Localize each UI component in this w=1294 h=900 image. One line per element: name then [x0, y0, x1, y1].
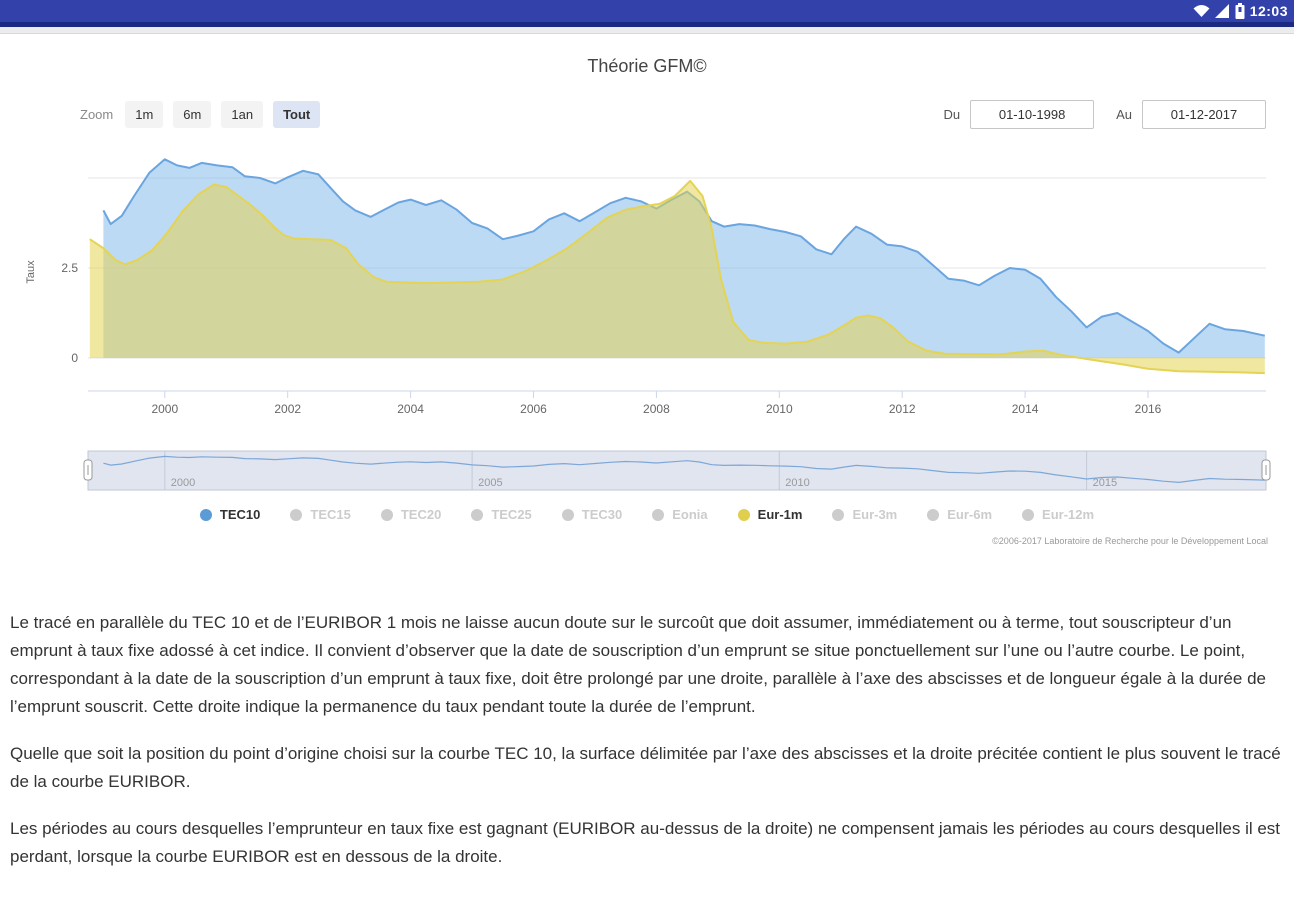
- legend-marker-icon: [737, 508, 750, 521]
- legend-label: Eur-1m: [757, 507, 803, 522]
- zoom-button-1m[interactable]: 1m: [125, 101, 164, 128]
- wifi-icon: [1193, 5, 1210, 17]
- date-to-input[interactable]: [1142, 100, 1266, 129]
- legend-marker-icon: [471, 508, 484, 521]
- legend-label: Eur-6m: [947, 507, 993, 522]
- legend-item-eur-6m[interactable]: Eur-6m: [927, 507, 992, 522]
- legend: TEC10 TEC15 TEC20 TEC25 TEC30 Eonia Eur-1m Eur-…: [0, 507, 1294, 522]
- legend-label: TEC30: [581, 507, 623, 522]
- legend-marker-icon: [199, 508, 212, 521]
- legend-item-eonia[interactable]: Eonia: [652, 507, 708, 522]
- date-from-label: Du: [943, 107, 961, 122]
- status-bar-clock: 12:03: [1249, 3, 1288, 19]
- android-status-bar: 12:03: [0, 0, 1294, 22]
- legend-marker-icon: [832, 508, 845, 521]
- chart-title: Théorie GFM©: [587, 56, 707, 76]
- status-bar-shadow: [0, 22, 1294, 27]
- navigator-tick-label: 2005: [478, 477, 502, 489]
- date-range-controls: Du Au: [943, 100, 1266, 129]
- signal-icon: [1214, 4, 1229, 18]
- legend-item-tec10[interactable]: TEC10: [199, 507, 261, 522]
- legend-label: TEC25: [491, 507, 532, 522]
- legend-marker-icon: [1022, 508, 1035, 521]
- legend-item-eur-12m[interactable]: Eur-12m: [1022, 507, 1094, 522]
- x-tick-label: 2008: [643, 402, 670, 416]
- legend-label: Eonia: [672, 507, 708, 522]
- legend-item-tec30[interactable]: TEC30: [561, 507, 623, 522]
- x-tick-label: 2016: [1135, 402, 1162, 416]
- line-eur-1m: [89, 179, 1265, 375]
- x-tick-label: 2010: [766, 402, 793, 416]
- zoom-controls: Zoom 1m 6m 1an Tout: [80, 101, 330, 128]
- legend-marker-icon: [561, 508, 574, 521]
- legend-marker-icon: [290, 508, 303, 521]
- x-tick-label: 2000: [151, 402, 178, 416]
- x-tick-label: 2012: [889, 402, 916, 416]
- legend-label: Eur-3m: [852, 507, 898, 522]
- y-tick-label: 0: [71, 351, 78, 365]
- legend-item-tec25[interactable]: TEC25: [471, 507, 532, 522]
- explanatory-text: Le tracé en parallèle du TEC 10 et de l’…: [10, 609, 1284, 871]
- legend-marker-icon: [652, 508, 665, 521]
- zoom-button-1an[interactable]: 1an: [221, 101, 264, 128]
- navigator-tick-label: 2015: [1093, 477, 1117, 489]
- chart-credits: ©2006-2017 Laboratoire de Recherche pour…: [992, 536, 1268, 546]
- chart-toolbar: Zoom 1m 6m 1an Tout Du Au: [80, 100, 1266, 129]
- legend-label: TEC10: [219, 507, 261, 522]
- chart-card: Théorie GFM© Zoom 1m 6m 1an Tout Du Au 2000…: [0, 34, 1294, 599]
- navigator-tick-label: 2000: [171, 477, 195, 489]
- zoom-button-tout[interactable]: Tout: [273, 101, 321, 128]
- top-divider: [0, 27, 1294, 34]
- y-tick-label: 2.5: [61, 261, 78, 275]
- navigator-series-line: [103, 455, 1265, 484]
- legend-label: TEC20: [400, 507, 442, 522]
- x-tick-label: 2004: [397, 402, 424, 416]
- zoom-label: Zoom: [80, 107, 114, 122]
- navigator-track[interactable]: [87, 450, 1267, 491]
- zoom-buttons: 1m 6m 1an Tout: [125, 101, 330, 128]
- legend-item-eur-3m[interactable]: Eur-3m: [832, 507, 897, 522]
- x-tick-label: 2002: [274, 402, 301, 416]
- legend-marker-icon: [380, 508, 393, 521]
- zoom-button-6m[interactable]: 6m: [173, 101, 212, 128]
- x-tick-label: 2006: [520, 402, 547, 416]
- legend-label: TEC15: [310, 507, 351, 522]
- legend-label: Eur-12m: [1042, 507, 1095, 522]
- paragraph-2: Quelle que soit la position du point d’o…: [10, 744, 1281, 791]
- paragraph-3: Les périodes au cours desquelles l’empru…: [10, 819, 1281, 866]
- legend-marker-icon: [927, 508, 940, 521]
- legend-item-eur-1m[interactable]: Eur-1m: [737, 507, 803, 522]
- x-tick-label: 2014: [1012, 402, 1039, 416]
- paragraph-1: Le tracé en parallèle du TEC 10 et de l’…: [10, 613, 1266, 716]
- battery-icon: [1235, 3, 1245, 19]
- legend-item-tec20[interactable]: TEC20: [380, 507, 442, 522]
- area-eur-1m: [89, 180, 1265, 374]
- rates-chart-canvas[interactable]: 2000 2002 2004 2006 2008 2010 2012 2014 2016 0 2.5…: [0, 34, 1294, 504]
- navigator-tick-label: 2010: [785, 477, 809, 489]
- legend-item-tec15[interactable]: TEC15: [290, 507, 351, 522]
- y-axis-title: Taux: [25, 260, 37, 284]
- date-to-label: Au: [1116, 107, 1132, 122]
- date-from-input[interactable]: [970, 100, 1095, 129]
